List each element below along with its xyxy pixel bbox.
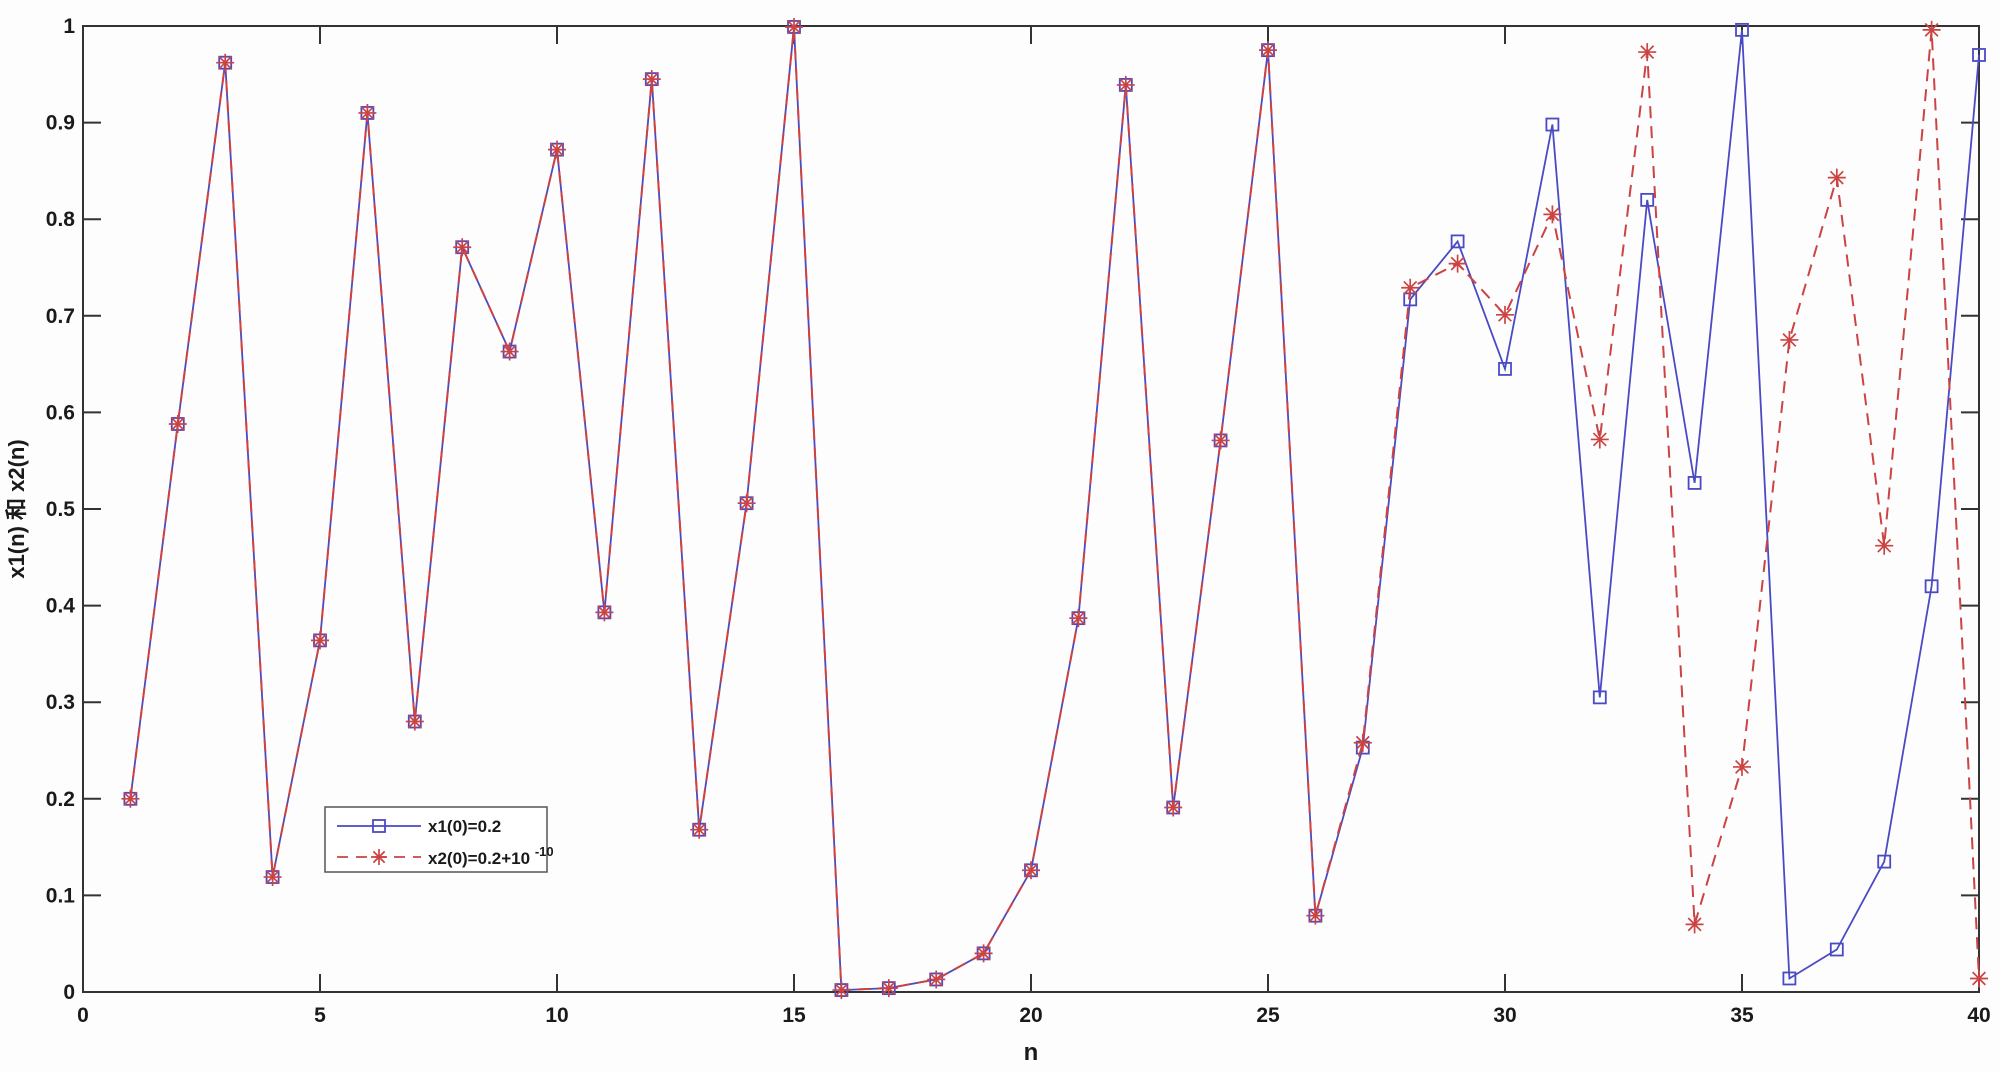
marker-asterisk-x2 bbox=[1401, 278, 1420, 297]
legend-box: x1(0)=0.2 x2(0)=0.2+10 -10 bbox=[324, 806, 554, 873]
x-tick-label: 0 bbox=[77, 1004, 89, 1027]
x-tick-label: 35 bbox=[1730, 1004, 1754, 1027]
marker-asterisk-x2 bbox=[1164, 798, 1183, 817]
marker-asterisk-x2 bbox=[1259, 41, 1277, 60]
y-axis-label: x1(n) 和 x2(n) bbox=[4, 439, 29, 578]
y-tick-label: 0.3 bbox=[46, 691, 75, 714]
legend-label-x1: x1(0)=0.2 bbox=[428, 817, 501, 836]
legend-label-x2-base: x2(0)=0.2+10 bbox=[428, 849, 530, 868]
y-tick-label: 0.8 bbox=[46, 208, 76, 231]
legend-entry-x2: x2(0)=0.2+10 -10 bbox=[337, 844, 554, 868]
marker-asterisk-x2 bbox=[642, 70, 661, 89]
marker-asterisk-x2 bbox=[1211, 431, 1230, 450]
legend-frame bbox=[324, 806, 548, 873]
legend-label-x2-superscript: -10 bbox=[535, 844, 554, 859]
marker-square-x1 bbox=[1640, 192, 1655, 207]
marker-asterisk-x2 bbox=[1827, 168, 1846, 187]
x-tick-label: 10 bbox=[545, 1004, 568, 1027]
marker-asterisk-x2 bbox=[453, 238, 472, 257]
marker-square-x1 bbox=[1450, 234, 1465, 249]
y-tick-label: 0.4 bbox=[46, 595, 76, 618]
x-tick-label: 20 bbox=[1019, 1004, 1042, 1027]
marker-asterisk-x2 bbox=[1970, 969, 1988, 988]
series-line-x2 bbox=[129, 26, 1980, 992]
y-tick-label: 1 bbox=[63, 15, 75, 38]
marker-asterisk-x2 bbox=[1069, 609, 1088, 628]
marker-asterisk-x2 bbox=[263, 868, 282, 887]
x-tick-label: 30 bbox=[1493, 1004, 1516, 1027]
marker-asterisk-x2 bbox=[1022, 861, 1040, 880]
marker-asterisk-x2 bbox=[927, 970, 946, 989]
x-tick-label: 25 bbox=[1256, 1004, 1280, 1027]
marker-asterisk-x2 bbox=[832, 981, 851, 1000]
marker-asterisk-x2 bbox=[1306, 906, 1325, 925]
marker-square-x1 bbox=[1545, 117, 1560, 132]
marker-asterisk-x2 bbox=[358, 103, 377, 122]
x-tick-label: 5 bbox=[314, 1004, 326, 1027]
marker-asterisk-x2 bbox=[548, 140, 566, 159]
marker-asterisk-x2 bbox=[595, 603, 614, 622]
x-tick-label: 40 bbox=[1967, 1004, 1990, 1027]
marker-asterisk-x2 bbox=[737, 494, 756, 513]
y-tick-label: 0.1 bbox=[46, 884, 76, 907]
marker-asterisk-x2 bbox=[1733, 757, 1751, 776]
marker-square-x1 bbox=[1687, 476, 1702, 490]
marker-asterisk-x2 bbox=[1685, 915, 1704, 934]
marker-square-x1 bbox=[1972, 48, 1986, 62]
series-layer bbox=[121, 17, 1988, 1000]
marker-square-x1 bbox=[1877, 854, 1892, 869]
marker-asterisk-x2 bbox=[500, 342, 519, 361]
y-tick-label: 0.6 bbox=[46, 401, 75, 424]
marker-asterisk-x2 bbox=[1590, 430, 1609, 449]
legend-asterisk-marker bbox=[371, 849, 387, 865]
x-axis-label: n bbox=[1024, 1039, 1039, 1066]
x-tick-label: 15 bbox=[782, 1004, 806, 1027]
y-tick-label: 0.7 bbox=[46, 305, 75, 328]
marker-asterisk-x2 bbox=[974, 944, 993, 963]
axes-layer: 0 5 10 15 20 25 30 35 40 0 0.1 0.2 0.3 0.4 0.5 0.6 0.7 0.… bbox=[46, 15, 1991, 1027]
marker-asterisk-x2 bbox=[785, 17, 803, 36]
marker-asterisk-x2 bbox=[690, 820, 709, 839]
y-tick-label: 0.9 bbox=[46, 112, 75, 135]
legend-entry-x1: x1(0)=0.2 bbox=[337, 817, 501, 836]
y-tick-label: 0.5 bbox=[46, 498, 76, 521]
marker-asterisk-x2 bbox=[1543, 205, 1562, 224]
series-line-x1 bbox=[129, 26, 1980, 992]
legend-label-x2: x2(0)=0.2+10 -10 bbox=[428, 844, 554, 868]
marker-asterisk-x2 bbox=[879, 979, 898, 998]
marker-square-x1 bbox=[1592, 690, 1607, 705]
marker-square-x1 bbox=[1498, 362, 1512, 376]
marker-asterisk-x2 bbox=[1780, 330, 1799, 349]
y-tick-label: 0.2 bbox=[46, 788, 75, 811]
marker-asterisk-x2 bbox=[216, 53, 235, 72]
marker-asterisk-x2 bbox=[1638, 43, 1657, 62]
marker-asterisk-x2 bbox=[1448, 254, 1467, 273]
marker-square-x1 bbox=[1782, 971, 1797, 986]
marker-square-x1 bbox=[1829, 942, 1844, 957]
y-tick-label: 0 bbox=[63, 981, 75, 1004]
marker-asterisk-x2 bbox=[168, 414, 187, 433]
legend-square-marker bbox=[372, 819, 386, 833]
marker-asterisk-x2 bbox=[311, 631, 329, 650]
marker-square-x1 bbox=[1924, 579, 1939, 594]
marker-square-x1 bbox=[1735, 22, 1749, 37]
marker-asterisk-x2 bbox=[1353, 733, 1372, 752]
marker-asterisk-x2 bbox=[1922, 20, 1941, 39]
marker-asterisk-x2 bbox=[121, 789, 140, 808]
marker-asterisk-x2 bbox=[1875, 536, 1894, 555]
marker-asterisk-x2 bbox=[1496, 305, 1514, 324]
marker-asterisk-x2 bbox=[1116, 75, 1135, 94]
marker-asterisk-x2 bbox=[405, 712, 424, 731]
